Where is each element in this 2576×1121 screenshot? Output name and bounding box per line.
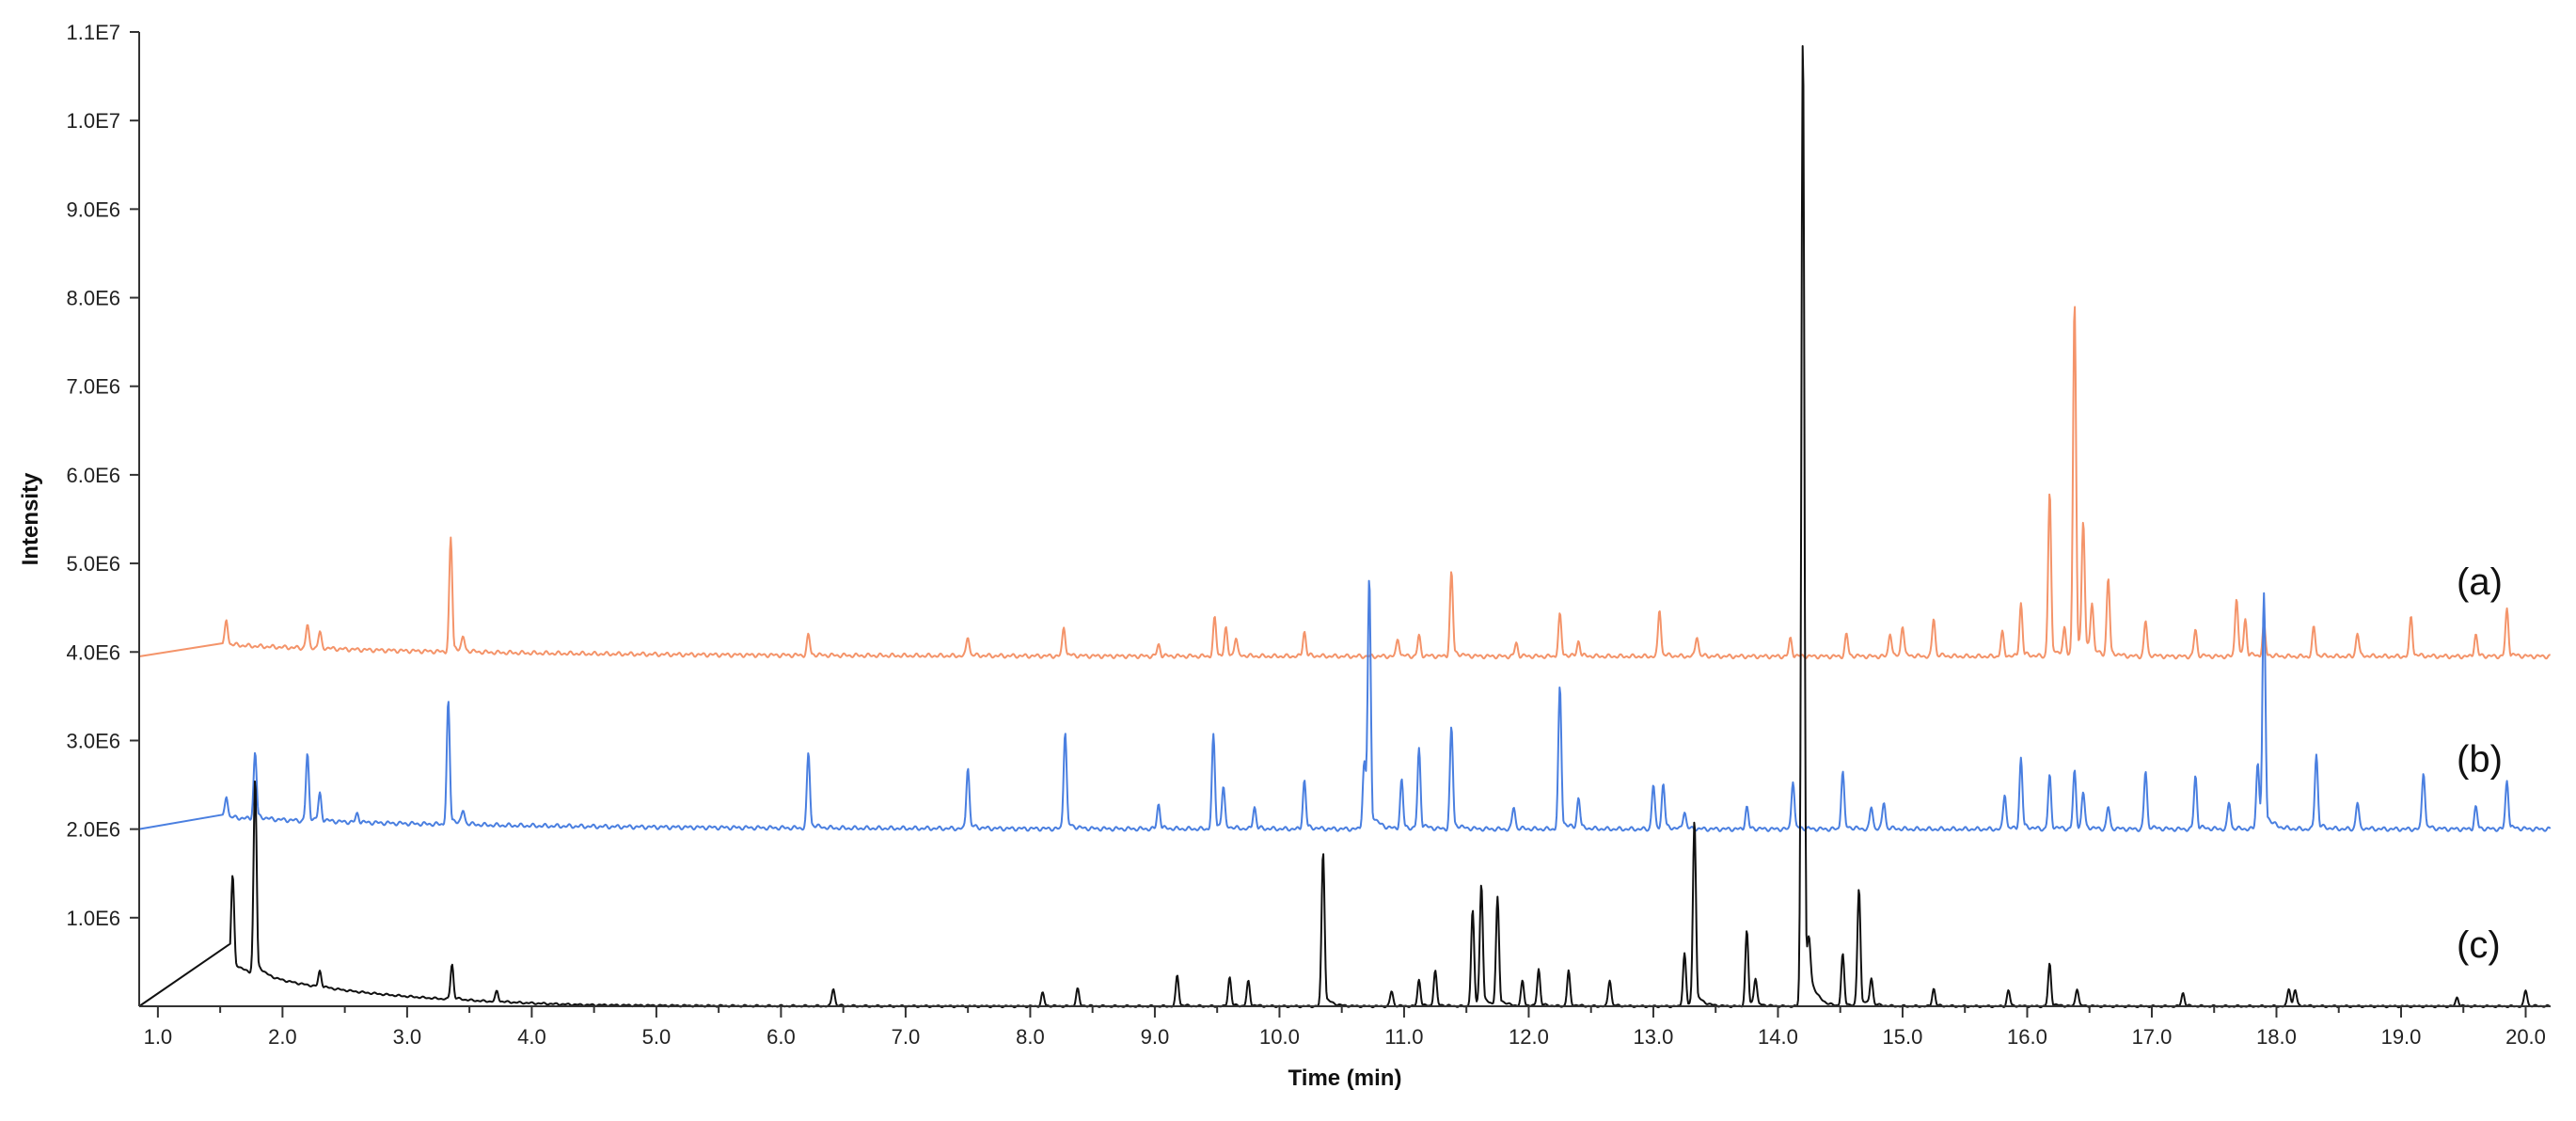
y-tick-label: 8.0E6: [67, 287, 121, 310]
x-tick-label: 2.0: [268, 1025, 297, 1049]
series-label-a: (a): [2457, 561, 2503, 603]
trace-a: [138, 306, 2551, 660]
x-tick-label: 11.0: [1384, 1025, 1423, 1049]
series-label-c: (c): [2457, 924, 2501, 966]
y-tick-label: 9.0E6: [67, 197, 121, 221]
x-tick-label: 7.0: [892, 1025, 921, 1049]
series-labels-group: (a) (b) (c): [2457, 561, 2503, 966]
x-tick-label: 4.0: [517, 1025, 546, 1049]
trace-b: [138, 579, 2552, 832]
y-ticks-group: 1.0E6 2.0E6 3.0E6 4.0E6 5.0E6 6.0E6 7.0E6 8.0E6…: [67, 21, 139, 930]
y-tick-label: 4.0E6: [67, 640, 121, 664]
x-tick-label: 12.0: [1509, 1025, 1549, 1049]
x-tick-label: 3.0: [393, 1025, 422, 1049]
y-tick-label: 1.0E7: [67, 109, 121, 133]
y-tick-label: 1.0E6: [67, 907, 121, 930]
x-tick-label: 19.0: [2381, 1025, 2422, 1049]
y-tick-label: 6.0E6: [67, 464, 121, 487]
x-tick-label: 18.0: [2256, 1025, 2297, 1049]
x-tick-label: 5.0: [642, 1025, 672, 1049]
x-tick-label: 9.0: [1141, 1025, 1170, 1049]
x-tick-label: 15.0: [1883, 1025, 1923, 1049]
y-tick-label: 1.1E7: [67, 21, 121, 44]
x-axis-title: Time (min): [1288, 1066, 1402, 1091]
x-tick-label: 6.0: [766, 1025, 796, 1049]
y-tick-label: 7.0E6: [67, 375, 121, 399]
y-tick-label: 5.0E6: [67, 552, 121, 576]
x-tick-label: 13.0: [1634, 1025, 1674, 1049]
x-tick-label: 17.0: [2132, 1025, 2173, 1049]
series-label-b: (b): [2457, 738, 2503, 780]
y-axis-title: Intensity: [18, 472, 43, 565]
x-tick-label: 1.0: [144, 1025, 173, 1049]
x-tick-label: 8.0: [1016, 1025, 1045, 1049]
x-tick-label: 10.0: [1259, 1025, 1300, 1049]
y-tick-label: 3.0E6: [67, 729, 121, 752]
x-tick-label: 16.0: [2007, 1025, 2047, 1049]
x-tick-label: 20.0: [2505, 1025, 2546, 1049]
x-tick-label: 14.0: [1758, 1025, 1798, 1049]
y-tick-label: 2.0E6: [67, 818, 121, 842]
x-ticks-group: 1.0 2.0 3.0 4.0 5.0 6.0 7.0 8.0 9.0 10.0 11.0 12.0 1…: [144, 1006, 2546, 1049]
axes-group: 1.0 2.0 3.0 4.0 5.0 6.0 7.0 8.0 9.0 10.0 11.0 12.0 1…: [67, 21, 2551, 1049]
